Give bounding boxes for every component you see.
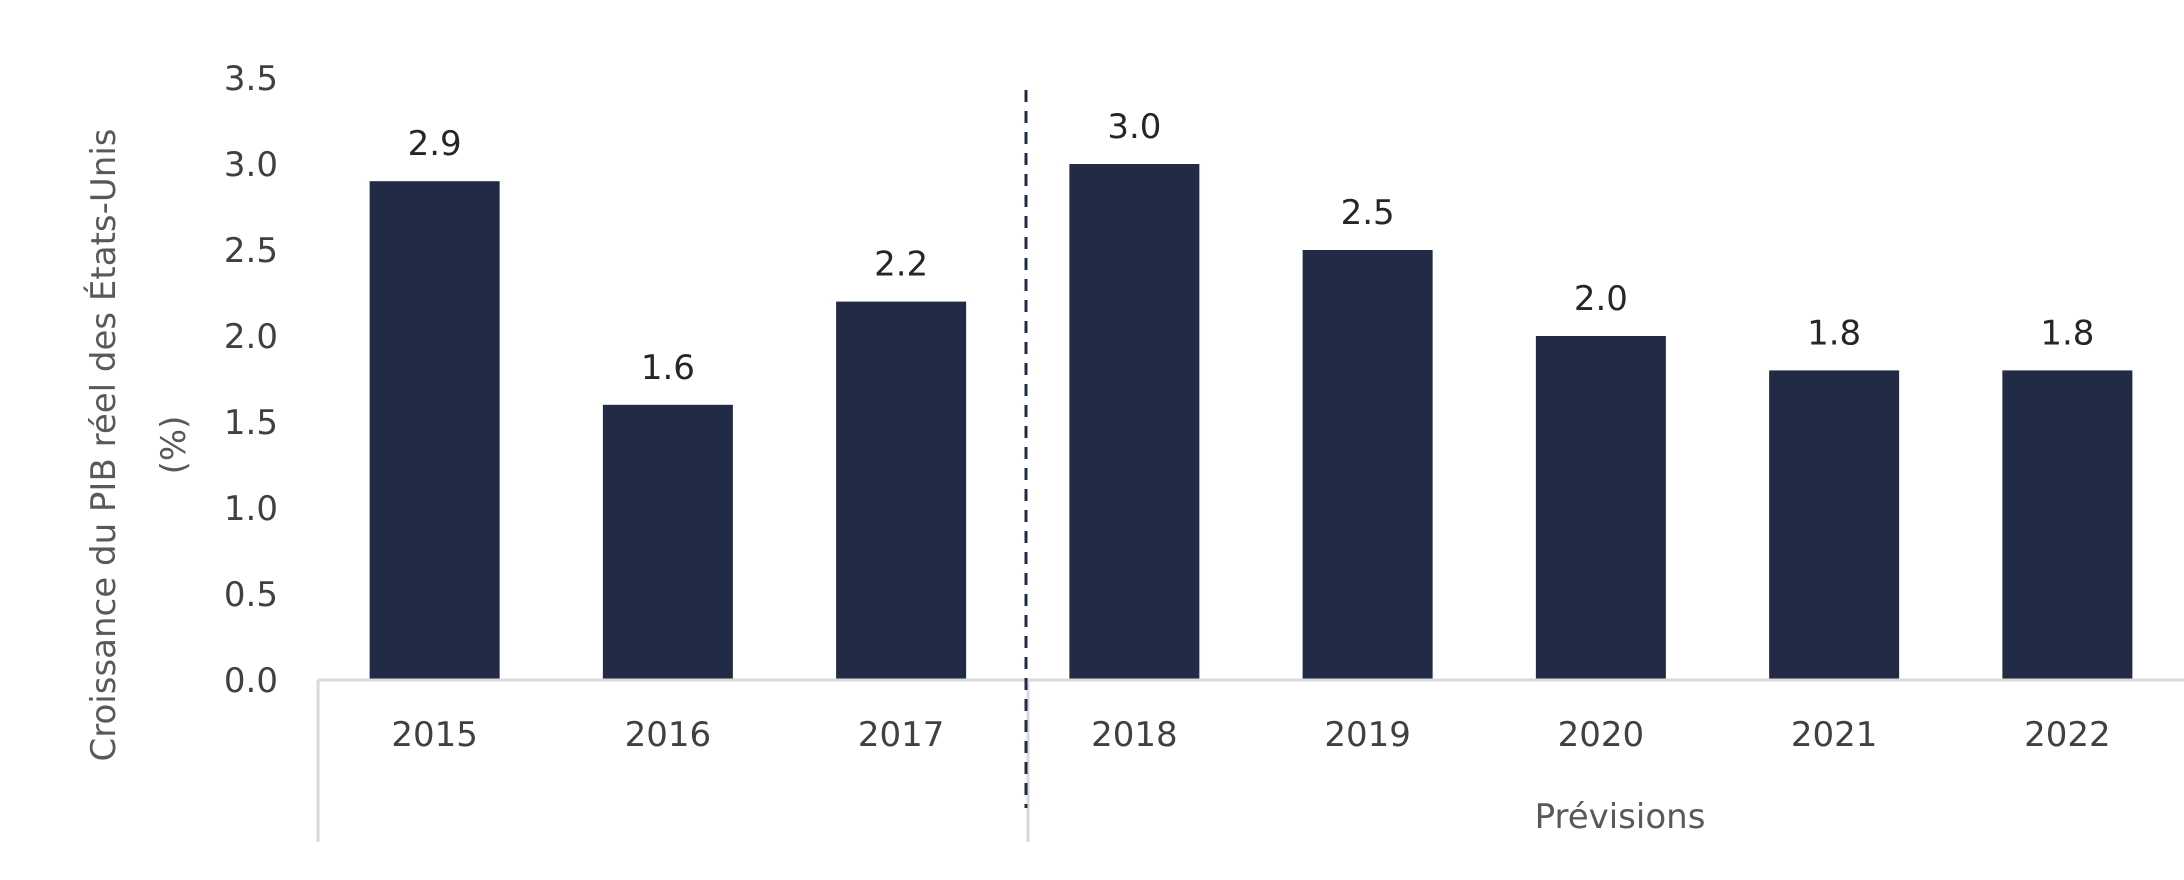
data-label-2017: 2.2 — [874, 245, 928, 285]
bar-2015 — [369, 181, 500, 680]
x-tick-label-2015: 2015 — [391, 715, 478, 755]
data-label-2022: 1.8 — [2040, 313, 2094, 353]
bar-2017 — [836, 301, 967, 680]
bar-2019 — [1302, 250, 1433, 680]
data-label-2018: 3.0 — [1107, 107, 1161, 147]
data-label-2015: 2.9 — [408, 124, 462, 164]
y-tick-label: 0.5 — [224, 575, 278, 615]
bar-2016 — [602, 404, 733, 680]
bar-2022 — [2002, 370, 2133, 680]
y-tick-label: 1.5 — [224, 403, 278, 443]
y-tick-label: 2.0 — [224, 317, 278, 357]
x-tick-label-2019: 2019 — [1324, 715, 1411, 755]
x-tick-label-2016: 2016 — [625, 715, 712, 755]
data-label-2021: 1.8 — [1807, 313, 1861, 353]
forecast-group-label: Prévisions — [1535, 797, 1706, 837]
x-tick-label-2018: 2018 — [1091, 715, 1178, 755]
y-tick-label: 0.0 — [224, 661, 278, 701]
bar-2021 — [1769, 370, 1900, 680]
y-tick-label: 2.5 — [224, 231, 278, 271]
x-tick-label-2020: 2020 — [1558, 715, 1645, 755]
bars — [369, 164, 2133, 680]
x-tick-label-2021: 2021 — [1791, 715, 1878, 755]
y-tick-label: 3.5 — [224, 59, 278, 99]
data-label-2016: 1.6 — [641, 348, 695, 388]
bar-2020 — [1535, 336, 1666, 680]
data-label-2020: 2.0 — [1574, 279, 1628, 319]
x-tick-label-2017: 2017 — [858, 715, 945, 755]
x-tick-label-2022: 2022 — [2024, 715, 2111, 755]
bar-2018 — [1069, 164, 1200, 680]
x-axis-ticks: 2015 2016 2017 2018 2019 2020 2021 2022 — [391, 715, 2110, 755]
y-axis-title: Croissance du PIB réel des États-Unis (%… — [83, 129, 194, 762]
y-tick-label: 1.0 — [224, 489, 278, 529]
data-labels: 2.9 1.6 2.2 3.0 2.5 2.0 1.8 1.8 — [408, 107, 2095, 388]
y-tick-label: 3.0 — [224, 145, 278, 185]
data-label-2019: 2.5 — [1341, 193, 1395, 233]
y-axis-title-line1: Croissance du PIB réel des États-Unis — [83, 129, 124, 762]
y-axis-title-line2: (%) — [154, 416, 194, 475]
y-axis-ticks: 0.0 0.5 1.0 1.5 2.0 2.5 3.0 3.5 — [224, 59, 278, 701]
